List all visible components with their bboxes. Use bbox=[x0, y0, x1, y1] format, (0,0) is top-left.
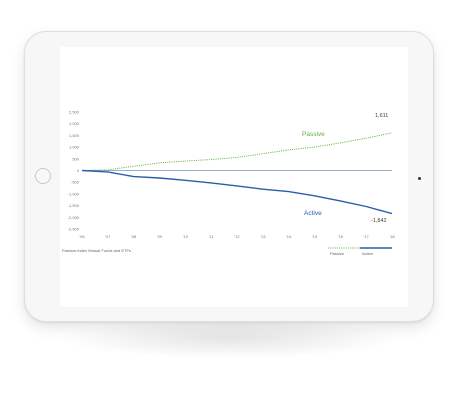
x-tick-label: '07 bbox=[105, 234, 111, 239]
line-chart: 2,500 2,000 1,500 1,000 500 0 -500 -1,000 -1,500… bbox=[62, 110, 395, 257]
x-tick-label: '09 bbox=[157, 234, 163, 239]
x-tick-label: '11 bbox=[209, 234, 215, 239]
x-tick-label: '10 bbox=[183, 234, 189, 239]
legend-label-active: Active bbox=[362, 251, 374, 256]
legend-label-passive: Passive bbox=[330, 251, 345, 256]
series-line-passive bbox=[81, 132, 393, 171]
camera-dot bbox=[418, 177, 421, 180]
y-tick-label: -2,000 bbox=[68, 215, 80, 220]
x-tick-label: '18 bbox=[389, 234, 395, 239]
x-tick-label: '13 bbox=[260, 234, 266, 239]
series-label-passive: Passive bbox=[302, 131, 325, 138]
x-tick-label: '08 bbox=[131, 234, 137, 239]
y-tick-label: 1,500 bbox=[69, 133, 80, 138]
end-label-passive: 1,611 bbox=[375, 113, 388, 119]
x-tick-label: '16 bbox=[338, 234, 344, 239]
series-lines bbox=[81, 132, 393, 215]
x-axis-ticks: '06 '07 '08 '09 '10 '11 '12 '13 '14 '15 '16 '17 '18 bbox=[79, 234, 395, 239]
tablet-screen: 2,500 2,000 1,500 1,000 500 0 -500 -1,000 -1,500… bbox=[60, 47, 408, 307]
x-tick-label: '06 bbox=[79, 234, 85, 239]
x-tick-label: '15 bbox=[312, 234, 318, 239]
x-tick-label: '17 bbox=[364, 234, 370, 239]
series-labels: Passive Active 1,611 -1,842 bbox=[302, 113, 388, 224]
y-tick-label: -1,000 bbox=[68, 191, 80, 196]
y-tick-label: 2,500 bbox=[69, 110, 80, 115]
y-tick-label: -500 bbox=[71, 180, 80, 185]
series-label-active: Active bbox=[304, 210, 322, 217]
y-tick-label: -2,500 bbox=[68, 227, 80, 232]
home-button[interactable] bbox=[35, 168, 51, 184]
tablet-shadow bbox=[62, 318, 398, 358]
y-tick-label: 2,000 bbox=[69, 121, 80, 126]
y-tick-label: 500 bbox=[72, 156, 79, 161]
series-line-active bbox=[81, 169, 393, 215]
x-tick-label: '12 bbox=[234, 234, 240, 239]
chart-legend: Passive Active bbox=[328, 247, 392, 256]
y-axis-ticks: 2,500 2,000 1,500 1,000 500 0 -500 -1,000 -1,500… bbox=[68, 110, 392, 232]
y-tick-label: 0 bbox=[77, 168, 80, 173]
x-tick-label: '14 bbox=[286, 234, 292, 239]
y-tick-label: 1,000 bbox=[69, 145, 80, 150]
end-label-active: -1,842 bbox=[371, 218, 387, 224]
chart-footnote: Passive-Index Mutual Funds and ETFs bbox=[62, 248, 131, 253]
y-tick-label: -1,500 bbox=[68, 203, 80, 208]
